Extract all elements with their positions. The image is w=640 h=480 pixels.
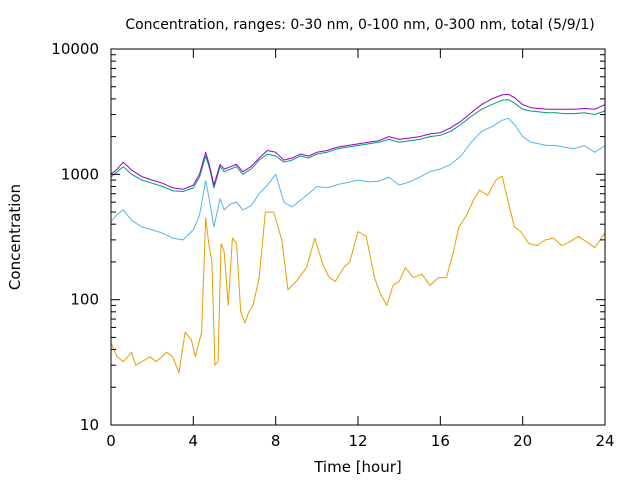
y-axis-label: Concentration [6, 184, 24, 290]
series-line-3 [110, 99, 606, 192]
x-tick-label: 20 [513, 432, 532, 450]
x-tick-label: 16 [431, 432, 450, 450]
series-line-4 [110, 93, 606, 190]
y-tick-label: 100 [70, 291, 99, 309]
y-tick-label: 10000 [51, 40, 99, 58]
x-tick-label: 24 [595, 432, 614, 450]
x-tick-label: 8 [271, 432, 281, 450]
chart-title: Concentration, ranges: 0-30 nm, 0-100 nm… [125, 17, 594, 33]
x-axis-label: Time [hour] [313, 458, 402, 476]
y-tick-label: 10 [80, 416, 99, 434]
series-line-2 [110, 117, 606, 241]
x-tick-label: 4 [189, 432, 199, 450]
x-tick-label: 0 [106, 432, 116, 450]
series-layer [110, 93, 606, 374]
x-tick-label: 12 [348, 432, 367, 450]
tick-layer: 0 4 8 12 16 20 24 10 100 1000 10000 [51, 40, 614, 450]
y-tick-label: 1000 [61, 165, 99, 183]
series-line-1 [110, 175, 606, 374]
